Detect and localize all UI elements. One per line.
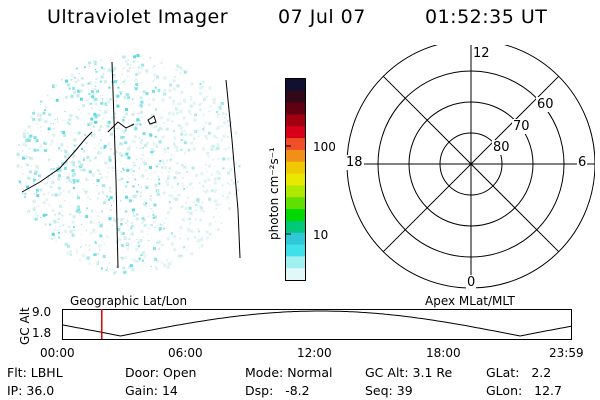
colorbar-segment: [286, 90, 305, 104]
timeline-frame: [62, 309, 572, 340]
polar-axis-diagonal: [382, 75, 560, 253]
timeline-tick-2359: 23:59: [549, 346, 584, 360]
timeline-y-min: 1.8: [32, 326, 52, 340]
info-seq: Seq: 39: [365, 383, 413, 398]
coastline: [21, 131, 93, 193]
polar-label-18: 18: [345, 155, 364, 170]
colorbar-segment: [286, 161, 305, 175]
info-gain: Gain: 14: [125, 383, 178, 398]
timeline-tick-0600: 06:00: [168, 346, 203, 360]
timeline-tick-1200: 12:00: [297, 346, 332, 360]
colorbar-unit-label: photon cm⁻²s⁻¹: [267, 147, 281, 240]
uv-earth-image: [16, 53, 241, 275]
colorbar-segment: [286, 114, 305, 127]
polar-label-70: 70: [512, 119, 531, 134]
colorbar-segment: [286, 209, 305, 222]
colorbar-segment: [286, 102, 305, 115]
geo-lon-line: [111, 61, 119, 269]
polar-label-60: 60: [536, 97, 555, 112]
colorbar-segment: [286, 173, 305, 186]
info-glon: GLon: 12.7: [486, 383, 562, 398]
uv-emission-dots: [16, 53, 241, 275]
apex-polar-plot: [346, 45, 595, 289]
polar-label-80: 80: [492, 140, 511, 155]
info-glat: GLat: 2.2: [486, 365, 552, 380]
colorbar-segment: [286, 138, 305, 151]
timeline-tick-0000: 00:00: [40, 346, 75, 360]
colorbar-segment: [286, 232, 305, 246]
timeline-right-label: Apex MLat/MLT: [425, 294, 515, 308]
geo-lon-line: [225, 79, 241, 259]
colorbar-segment: [286, 79, 305, 92]
colorbar-tick-10: 10: [313, 228, 329, 242]
info-dsp: Dsp: -8.2: [245, 383, 310, 398]
altitude-curve: [61, 310, 572, 337]
info-mode: Mode: Normal: [245, 365, 333, 380]
polar-label-0: 0: [466, 275, 477, 290]
info-filter: Flt: LBHL: [7, 365, 63, 380]
color-scale-segments: [286, 79, 305, 281]
info-gc-alt: GC Alt: 3.1 Re: [365, 365, 453, 380]
info-ip: IP: 36.0: [7, 383, 55, 398]
time-label: 01:52:35 UT: [425, 6, 548, 28]
timeline-y-max: 9.0: [32, 305, 52, 319]
coastline: [147, 115, 157, 125]
polar-label-12: 12: [472, 46, 491, 61]
altitude-timeline: [61, 309, 572, 340]
colorbar-segment: [286, 220, 305, 234]
color-scale-bar: [285, 78, 306, 281]
colorbar-segment: [286, 185, 305, 198]
colorbar-segment: [286, 197, 305, 210]
colorbar-segment: [286, 149, 305, 163]
info-door: Door: Open: [125, 365, 197, 380]
date-label: 07 Jul 07: [278, 6, 366, 28]
colorbar-segment: [286, 256, 305, 269]
timeline-tick-1800: 18:00: [426, 346, 461, 360]
colorbar-tick-100: 100: [313, 140, 336, 154]
colorbar-segment: [286, 126, 305, 139]
polar-label-6: 6: [577, 155, 588, 170]
timeline-left-label: Geographic Lat/Lon: [70, 294, 188, 308]
colorbar-segment: [286, 268, 305, 281]
coastline: [107, 121, 135, 133]
instrument-title: Ultraviolet Imager: [47, 6, 229, 28]
colorbar-segment: [286, 244, 305, 257]
